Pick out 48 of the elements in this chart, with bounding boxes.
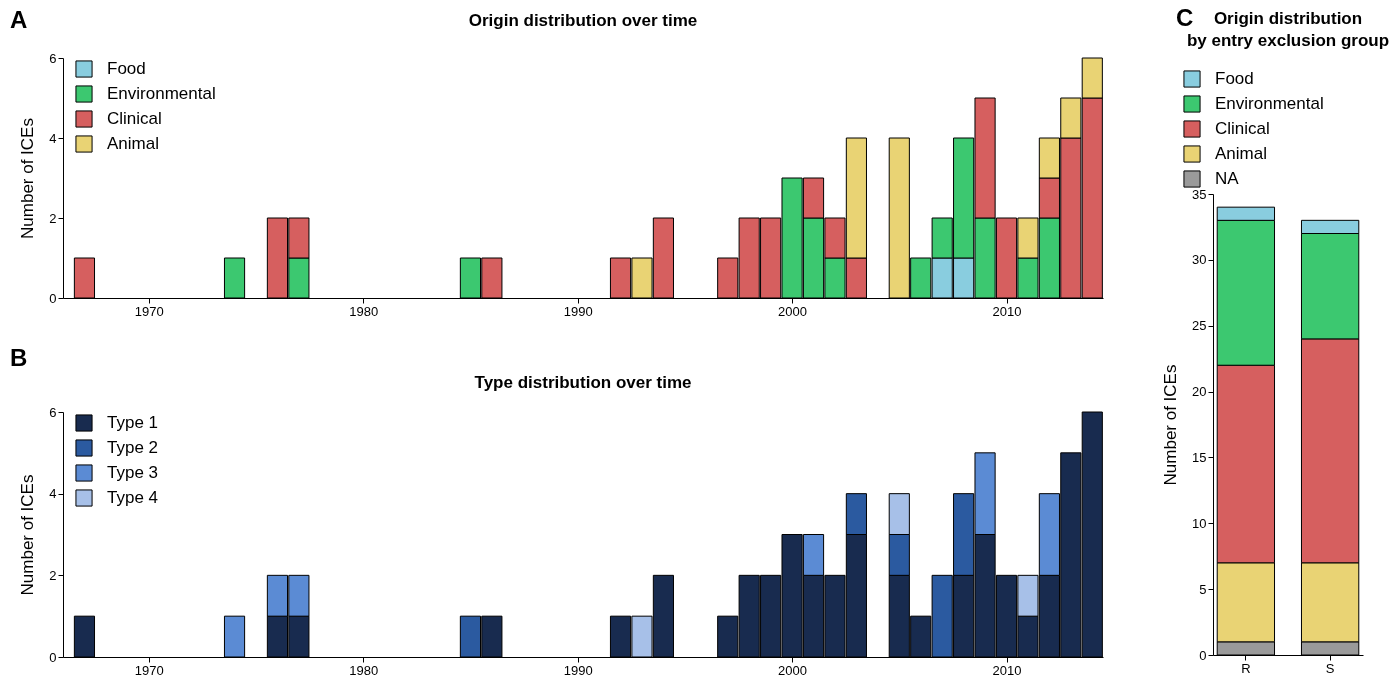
- x-tick-label: 2000: [778, 662, 808, 678]
- y-tick-label: 6: [49, 404, 57, 420]
- y-axis-title: Number of ICEs: [18, 118, 38, 239]
- x-tick-label: S: [1325, 660, 1335, 676]
- y-tick-label: 2: [49, 567, 57, 583]
- chart-title: Type distribution over time: [474, 373, 692, 392]
- y-tick-label: 4: [49, 486, 57, 502]
- y-tick-label: 15: [1192, 449, 1207, 465]
- y-tick-label: 0: [49, 649, 57, 665]
- x-tick-label: R: [1241, 660, 1251, 676]
- legend-label: Food: [107, 59, 146, 78]
- y-axis-title: Number of ICEs: [1161, 364, 1181, 486]
- y-tick-label: 20: [1192, 384, 1207, 400]
- legend-label: NA: [1215, 169, 1240, 188]
- x-tick-label: 1980: [349, 303, 379, 319]
- y-axis-title: Number of ICEs: [18, 474, 38, 596]
- legend-label: Clinical: [1215, 119, 1270, 138]
- x-tick-label: 1990: [563, 303, 593, 319]
- x-tick-label: 2000: [778, 303, 808, 319]
- y-tick-label: 0: [1199, 647, 1207, 663]
- x-tick-label: 2010: [992, 662, 1022, 678]
- legend-label: Type 1: [107, 413, 159, 432]
- legend-label: Food: [1215, 69, 1254, 88]
- x-tick-label: 1980: [349, 662, 379, 678]
- legend-label: Animal: [107, 134, 159, 153]
- y-tick-label: 5: [1199, 581, 1207, 597]
- legend-label: Type 4: [107, 488, 159, 507]
- x-tick-label: 1990: [563, 662, 593, 678]
- text: A: [10, 6, 28, 34]
- legend-label: Type 2: [107, 438, 159, 457]
- text: B: [10, 344, 28, 372]
- x-tick-label: 2010: [992, 303, 1022, 319]
- y-tick-label: 4: [49, 130, 57, 146]
- legend-label: Clinical: [107, 109, 162, 128]
- legend-label: Environmental: [1215, 94, 1324, 113]
- x-tick-label: 1970: [134, 303, 164, 319]
- legend-label: Animal: [1215, 144, 1267, 163]
- x-tick-label: 1970: [134, 662, 164, 678]
- y-tick-label: 6: [49, 50, 57, 66]
- chart-title: Origin distribution over time: [468, 11, 698, 30]
- y-tick-label: 2: [49, 210, 57, 226]
- legend-label: Environmental: [107, 84, 216, 103]
- y-tick-label: 0: [49, 290, 57, 306]
- y-tick-label: 25: [1192, 318, 1207, 334]
- y-tick-label: 10: [1192, 515, 1207, 531]
- legend-label: Type 3: [107, 463, 159, 482]
- y-tick-label: 30: [1192, 252, 1207, 268]
- y-tick-label: 35: [1192, 186, 1207, 202]
